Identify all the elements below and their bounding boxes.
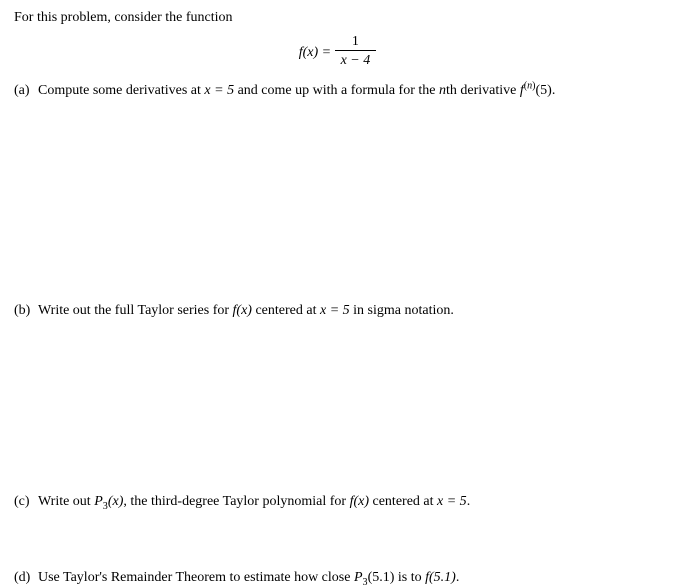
part-a-label: (a) <box>14 81 38 101</box>
part-c-t4: . <box>467 494 471 509</box>
intro-text: For this problem, consider the function <box>14 8 661 28</box>
part-d-t3: . <box>456 570 460 585</box>
formula-lhs: f(x) = <box>299 45 335 60</box>
part-c: (c) Write out P3(x), the third-degree Ta… <box>14 492 661 512</box>
part-b-t2: centered at <box>252 303 320 318</box>
function-formula: f(x) = 1 x − 4 <box>14 34 661 71</box>
part-b-fx: f(x) <box>233 303 252 318</box>
part-d-fx: f(5.1) <box>425 570 456 585</box>
part-a-arg: (5). <box>536 83 556 98</box>
part-a-nth: n <box>439 83 446 98</box>
part-d-text: Use Taylor's Remainder Theorem to estima… <box>38 568 661 588</box>
part-b-label: (b) <box>14 301 38 321</box>
part-c-p3: P <box>94 494 103 509</box>
part-c-eq1: x = 5 <box>437 494 467 509</box>
part-d-p3: P <box>354 570 363 585</box>
part-a-t3: th derivative <box>446 83 520 98</box>
part-d-t1: Use Taylor's Remainder Theorem to estima… <box>38 570 354 585</box>
fraction-denominator: x − 4 <box>335 51 377 71</box>
part-a-sup: (n) <box>524 80 536 91</box>
part-a-eq1: x = 5 <box>204 83 234 98</box>
part-b-t3: in sigma notation. <box>350 303 454 318</box>
part-d: (d) Use Taylor's Remainder Theorem to es… <box>14 568 661 588</box>
part-a-t2: and come up with a formula for the <box>234 83 439 98</box>
part-a-text: Compute some derivatives at x = 5 and co… <box>38 81 661 101</box>
part-c-t2: , the third-degree Taylor polynomial for <box>123 494 349 509</box>
part-c-t3: centered at <box>369 494 437 509</box>
fraction-numerator: 1 <box>335 34 377 52</box>
part-d-t2: is to <box>394 570 425 585</box>
part-c-fx: f(x) <box>350 494 369 509</box>
part-b-text: Write out the full Taylor series for f(x… <box>38 301 661 321</box>
part-b: (b) Write out the full Taylor series for… <box>14 301 661 321</box>
part-a-t1: Compute some derivatives at <box>38 83 204 98</box>
part-c-p3arg: (x) <box>108 494 124 509</box>
part-c-t1: Write out <box>38 494 94 509</box>
part-b-eq1: x = 5 <box>320 303 350 318</box>
part-a: (a) Compute some derivatives at x = 5 an… <box>14 81 661 101</box>
part-d-p3arg: (5.1) <box>368 570 395 585</box>
part-c-text: Write out P3(x), the third-degree Taylor… <box>38 492 661 512</box>
part-d-label: (d) <box>14 568 38 588</box>
fraction: 1 x − 4 <box>335 34 377 71</box>
part-b-t1: Write out the full Taylor series for <box>38 303 233 318</box>
part-c-label: (c) <box>14 492 38 512</box>
